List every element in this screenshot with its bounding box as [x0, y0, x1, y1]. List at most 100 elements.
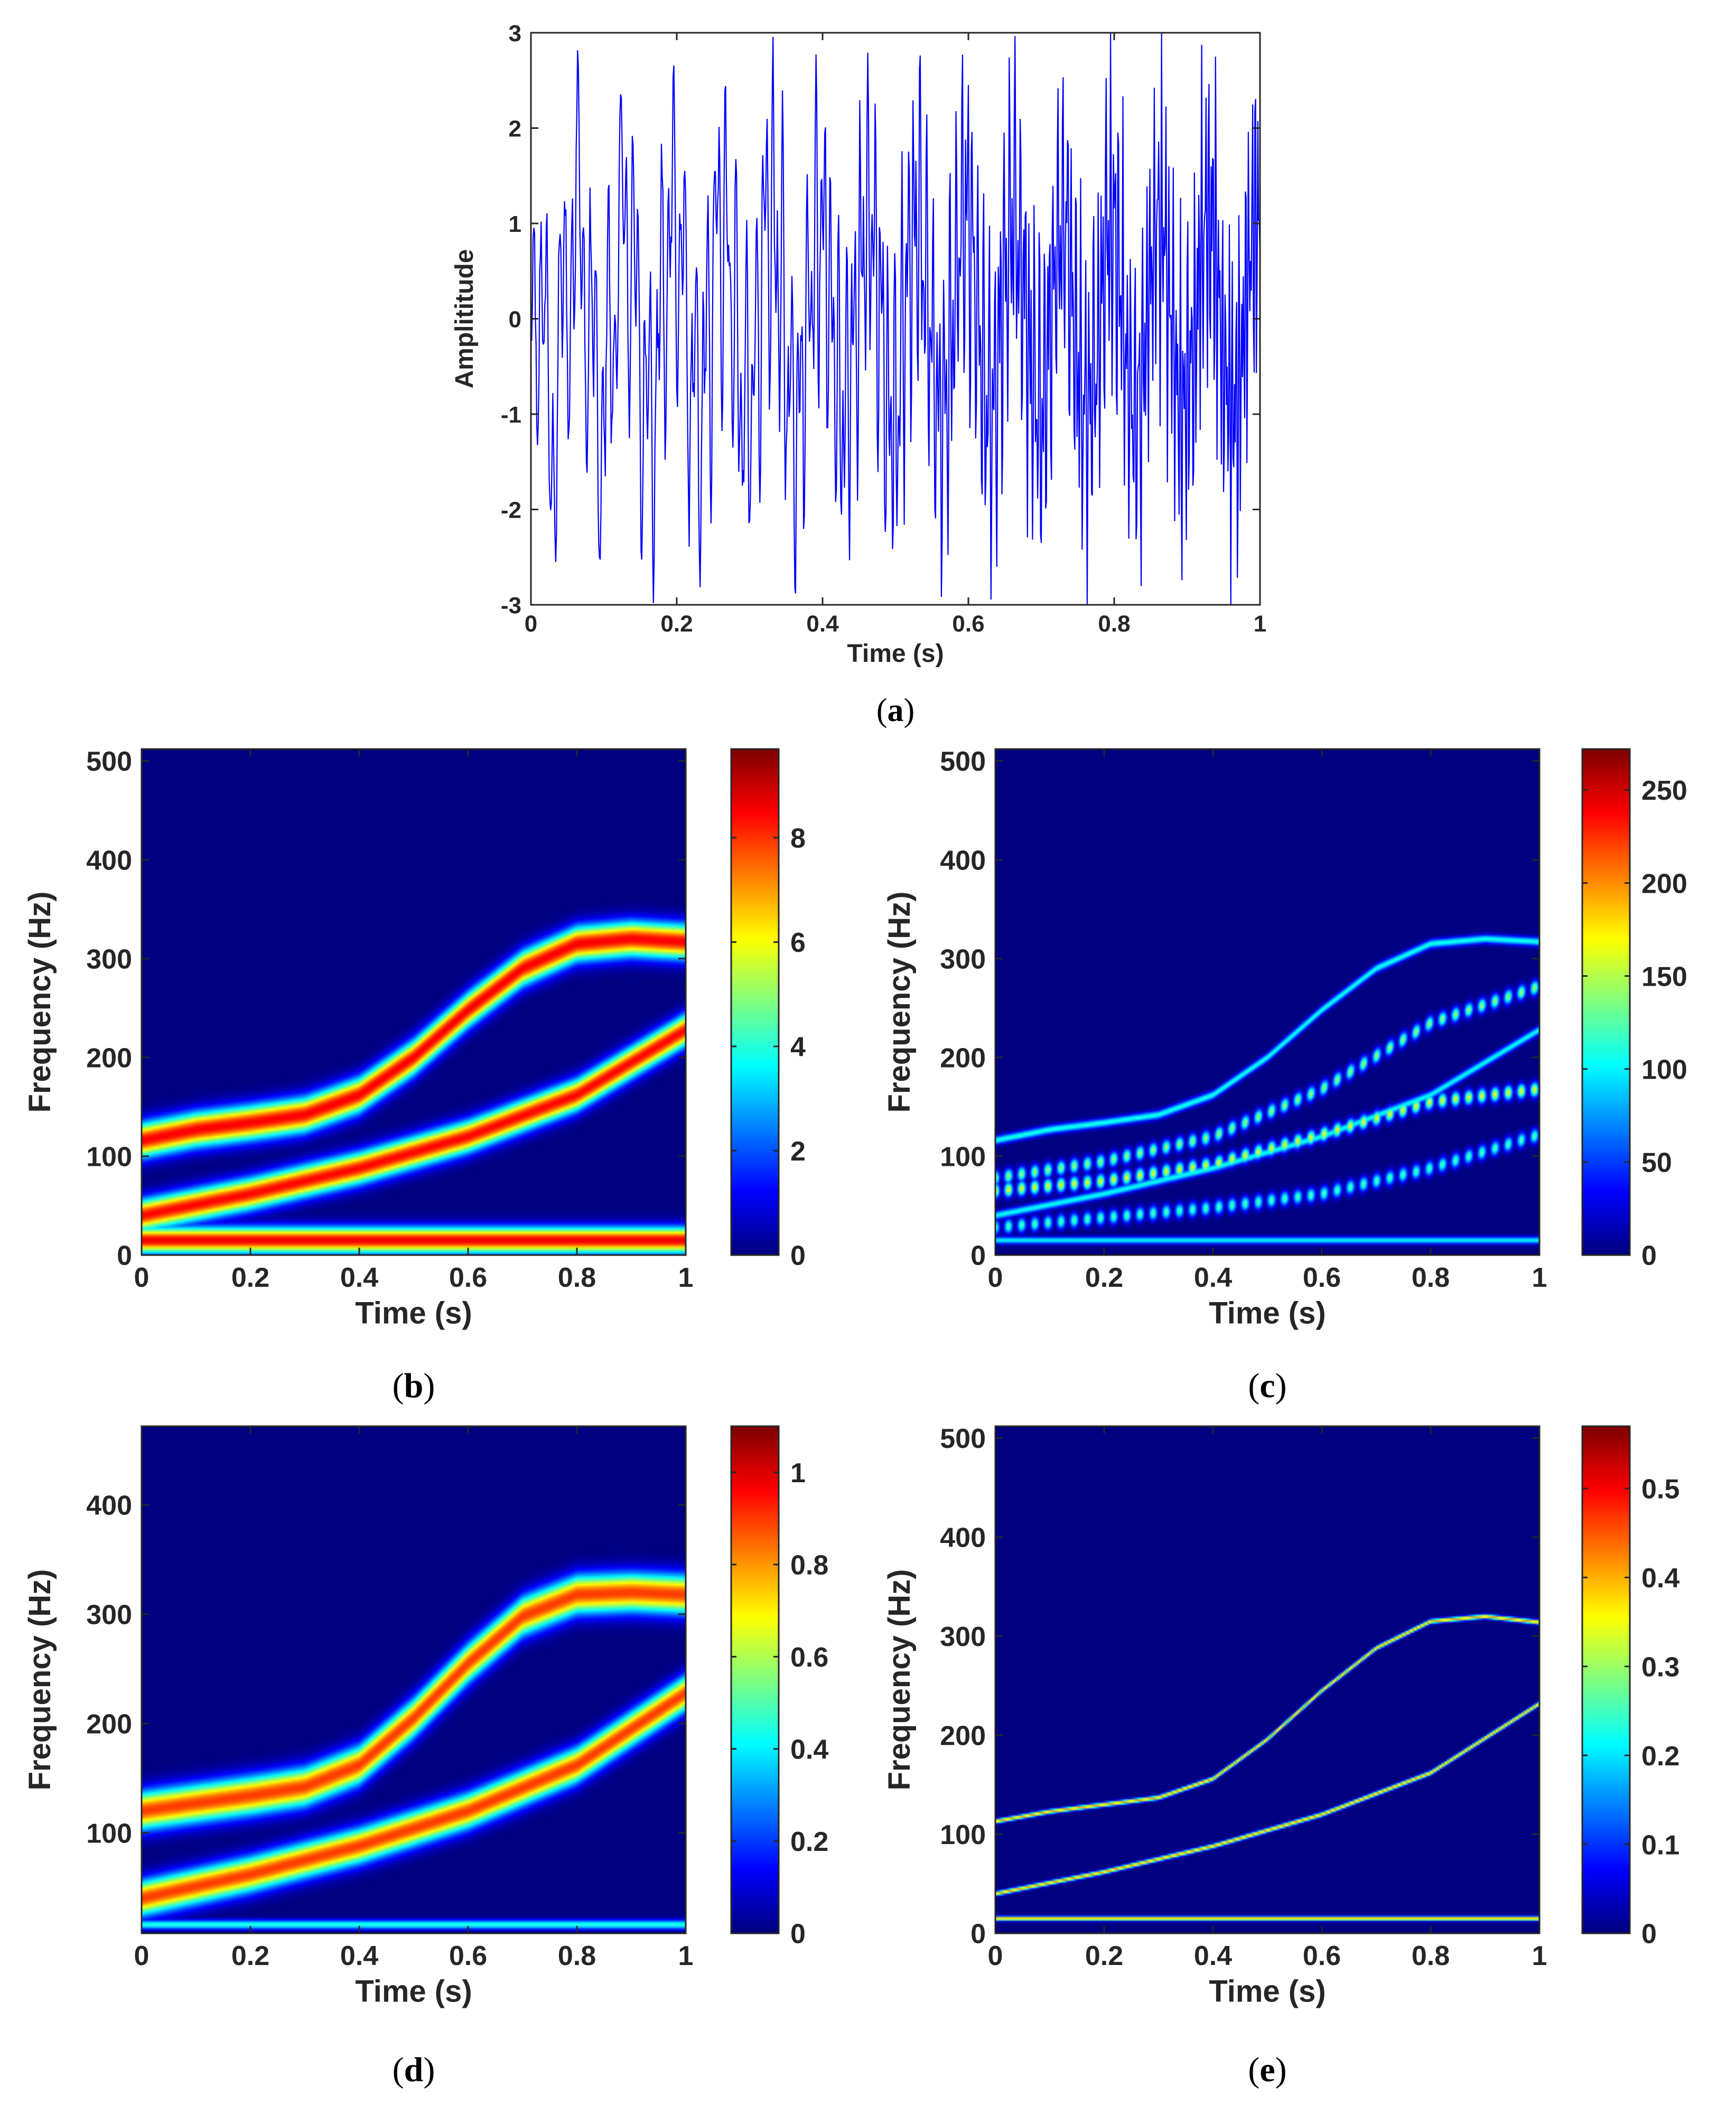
panel-b-axes: 0 0.2 0.4 0.6 0.8 1 0 100 200 300 400 500 Time (s) Fr… [23, 746, 693, 1405]
colorbar-tick-label: 0.1 [1641, 1830, 1679, 1860]
y-tick-label: 0 [509, 306, 521, 332]
colorbar-tick-label: 0.5 [1641, 1474, 1679, 1505]
x-axis-title: Time (s) [355, 1974, 472, 2008]
colorbar-tick-label: 0 [790, 1919, 806, 1950]
plot-frame [994, 748, 1541, 1256]
x-tick-label: 0.2 [1085, 1262, 1123, 1293]
panel-label: (d) [393, 2051, 435, 2089]
x-tick-label: 0 [134, 1941, 150, 1971]
x-tick-label: 0 [134, 1262, 150, 1293]
colorbar-tick-label: 1 [790, 1458, 806, 1489]
y-tick-label: 500 [86, 746, 132, 777]
x-tick-label: 0 [988, 1262, 1003, 1293]
x-axis-title: Time (s) [1209, 1296, 1326, 1330]
x-tick-label: 0.4 [340, 1262, 378, 1293]
y-axis-title: Amplititude [451, 249, 479, 389]
y-tick-label: 400 [940, 1523, 986, 1554]
x-axis-title: Time (s) [355, 1296, 472, 1330]
y-tick-label: 300 [86, 1600, 132, 1631]
colorbar-tick-label: 0 [790, 1241, 806, 1271]
y-tick-label: 1 [509, 211, 521, 237]
x-tick-label: 1 [1532, 1941, 1547, 1971]
x-tick-label: 0.8 [1412, 1941, 1450, 1971]
colorbar-tick-label: 0.3 [1641, 1652, 1679, 1682]
y-tick-label: -1 [501, 402, 521, 428]
y-tick-label: -3 [501, 593, 521, 619]
y-axis-title: Frequency (Hz) [23, 892, 57, 1113]
colorbar-tick-label: 0.2 [790, 1827, 828, 1857]
y-tick-label: 100 [940, 1142, 986, 1173]
y-tick-label: 300 [940, 1622, 986, 1652]
y-tick-label: 500 [940, 1424, 986, 1454]
y-tick-label: 300 [86, 944, 132, 975]
x-tick-label: 0.8 [558, 1941, 596, 1971]
y-tick-label: 200 [940, 1721, 986, 1752]
x-tick-label: 0.2 [660, 611, 693, 637]
colorbar-tick-label: 0.6 [790, 1642, 828, 1673]
colorbar [731, 1426, 779, 1933]
colorbar-tick-label: 0.2 [1641, 1741, 1679, 1772]
colorbar-tick-label: 0.8 [790, 1550, 828, 1581]
y-tick-label: 100 [940, 1820, 986, 1850]
x-tick-label: 0 [525, 611, 537, 637]
y-tick-label: 200 [86, 1043, 132, 1074]
x-tick-label: 1 [678, 1262, 694, 1293]
x-tick-label: 0.4 [340, 1941, 378, 1971]
x-tick-label: 0.6 [1303, 1262, 1341, 1293]
panel-label: (a) [876, 693, 914, 728]
x-tick-label: 1 [1254, 611, 1266, 637]
x-tick-label: 0.4 [1194, 1262, 1232, 1293]
panel-a-axes: 0 0.2 0.4 0.6 0.8 1 -3 -2 -1 0 1 2 3 Time (s) Amplitit… [451, 21, 1266, 728]
panel-label: (c) [1248, 1367, 1286, 1405]
plot-frame [994, 1425, 1541, 1934]
y-axis-title: Frequency (Hz) [23, 1569, 57, 1791]
y-axis-title: Frequency (Hz) [882, 892, 917, 1113]
x-tick-label: 0.8 [1412, 1262, 1450, 1293]
y-tick-label: 0 [970, 1919, 986, 1950]
x-tick-label: 0.8 [558, 1262, 596, 1293]
colorbar-tick-label: 2 [790, 1136, 806, 1167]
x-tick-label: 0.4 [1194, 1941, 1232, 1971]
x-tick-label: 0.2 [231, 1262, 269, 1293]
plot-frame [141, 1425, 687, 1934]
x-axis-title: Time (s) [847, 640, 944, 668]
y-tick-label: 0 [117, 1241, 132, 1271]
colorbar-tick-label: 0 [1641, 1919, 1657, 1950]
y-axis-title: Frequency (Hz) [882, 1569, 917, 1791]
x-tick-label: 0.2 [1085, 1941, 1123, 1971]
y-tick-label: 500 [940, 746, 986, 777]
y-tick-label: 200 [940, 1043, 986, 1074]
x-tick-label: 1 [678, 1941, 694, 1971]
y-tick-label: 100 [86, 1818, 132, 1849]
panel-d-axes: 0 0.2 0.4 0.6 0.8 1 100 200 300 400 Time (s) Freque… [23, 1425, 694, 2089]
plot-frame [141, 748, 687, 1256]
y-tick-label: 400 [940, 845, 986, 876]
colorbar-tick-label: 4 [790, 1032, 806, 1063]
y-tick-label: -2 [501, 497, 521, 523]
panel-e-heatmap [995, 1426, 1539, 1933]
panel-label: (e) [1248, 2051, 1286, 2089]
panel-label: (b) [393, 1367, 435, 1405]
x-tick-label: 0 [988, 1941, 1003, 1971]
y-tick-label: 300 [940, 944, 986, 975]
panel-d-heatmap [142, 1426, 686, 1933]
colorbar-tick-label: 150 [1641, 961, 1687, 992]
x-tick-label: 0.8 [1098, 611, 1130, 637]
panel-b-heatmap [142, 749, 686, 1255]
signal-line [530, 32, 1261, 605]
y-tick-label: 100 [86, 1142, 132, 1173]
colorbar-tick-label: 0 [1641, 1241, 1657, 1271]
x-tick-label: 0.6 [952, 611, 984, 637]
colorbar-tick-label: 200 [1641, 868, 1687, 899]
colorbar-tick-label: 6 [790, 928, 806, 958]
colorbar [731, 749, 779, 1255]
colorbar [1582, 749, 1630, 1255]
x-tick-label: 0.6 [449, 1262, 487, 1293]
colorbar-tick-label: 8 [790, 824, 806, 854]
x-tick-label: 0.2 [231, 1941, 269, 1971]
x-tick-label: 0.6 [449, 1941, 487, 1971]
x-tick-label: 1 [1532, 1262, 1547, 1293]
y-tick-label: 400 [86, 1491, 132, 1521]
colorbar-frame [730, 748, 780, 1256]
